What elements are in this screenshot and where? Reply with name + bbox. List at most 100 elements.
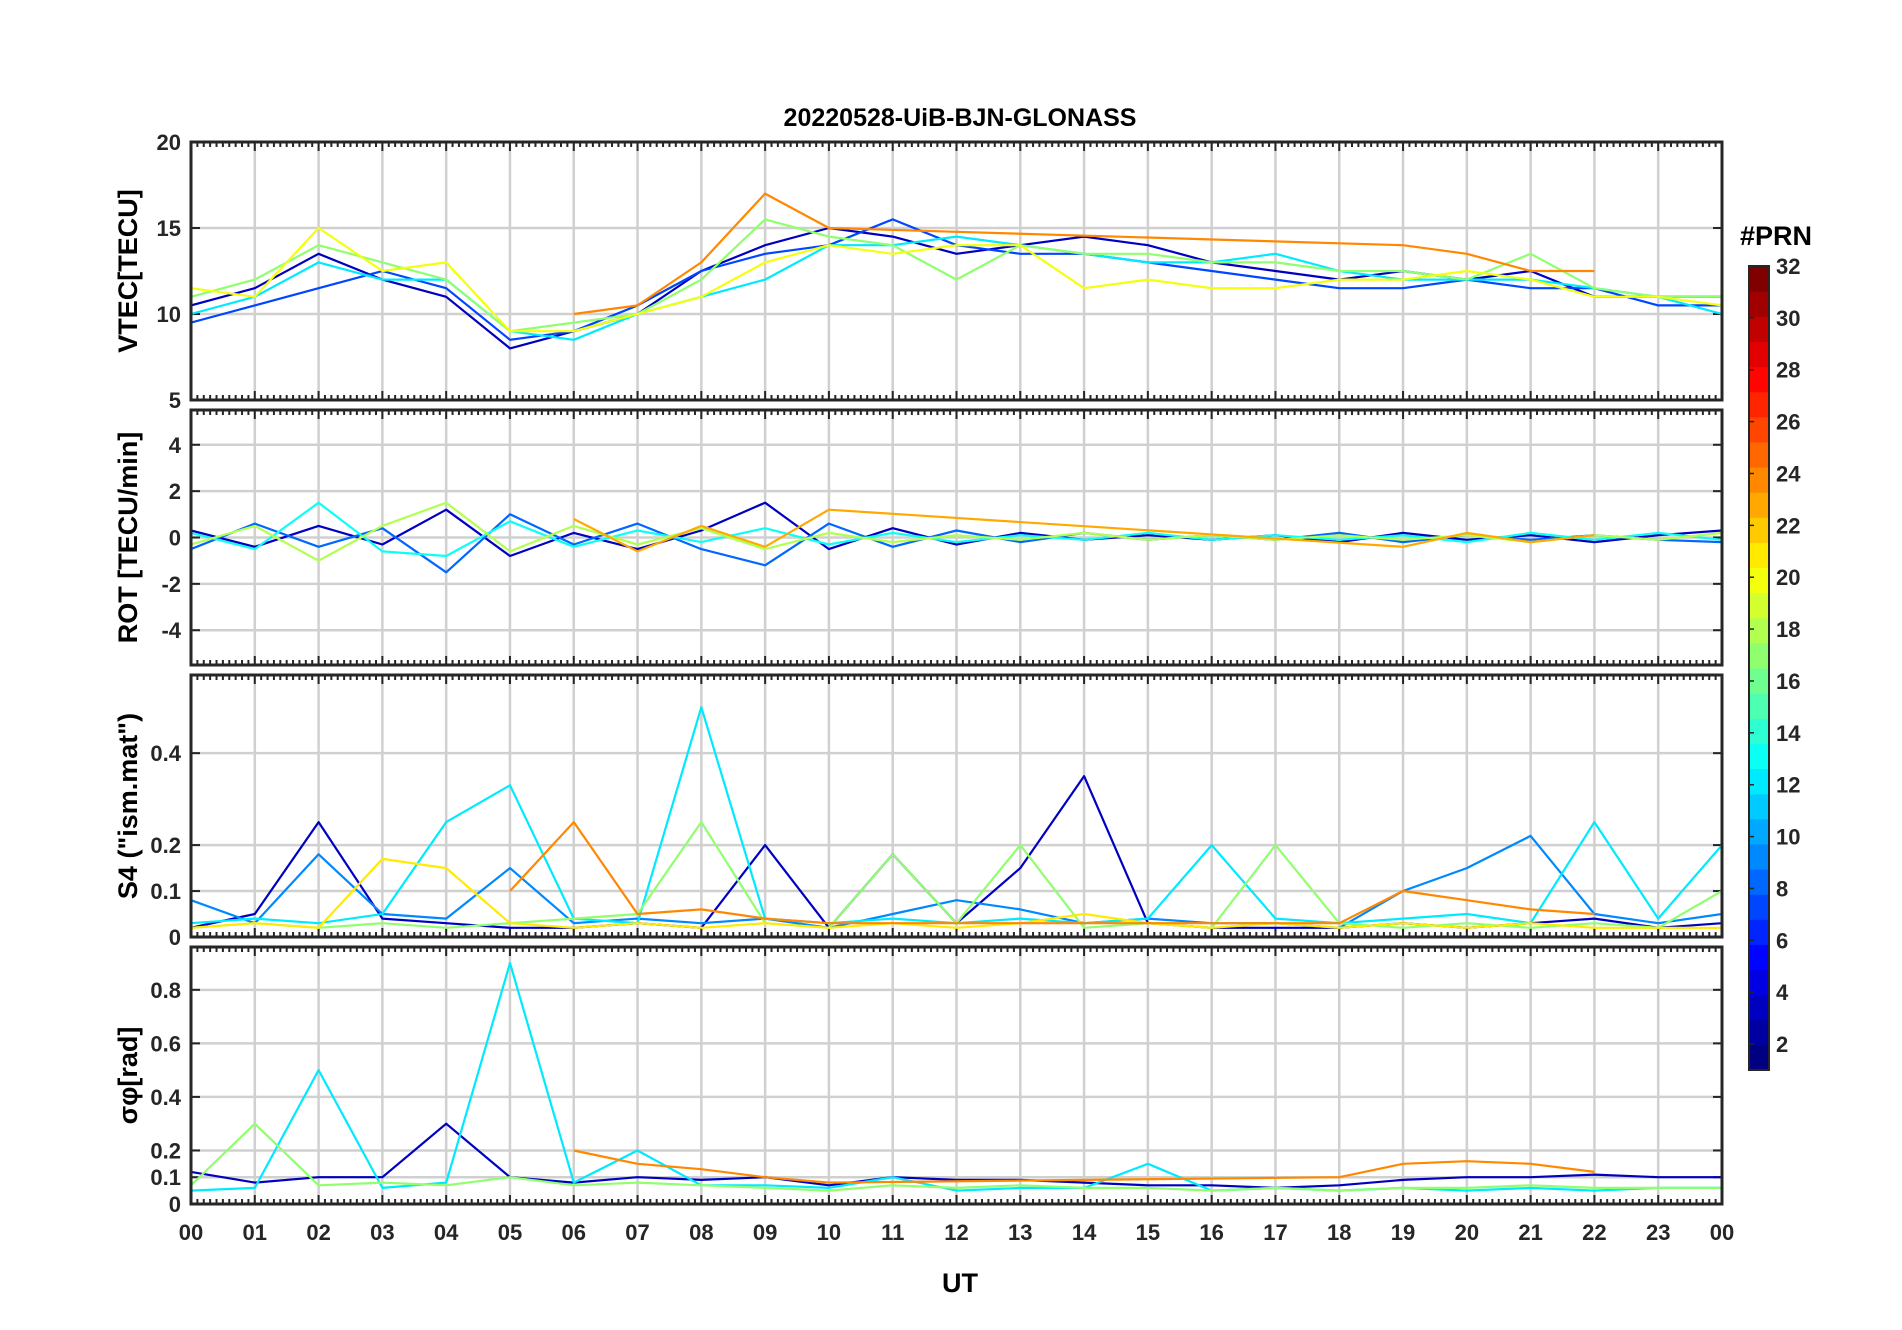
- y-tick-label: 0.1: [150, 1165, 181, 1190]
- x-tick-label: 22: [1582, 1220, 1606, 1245]
- colorbar-segment: [1749, 693, 1769, 719]
- y-tick-label: 0.2: [150, 1138, 181, 1163]
- colorbar-segment: [1749, 441, 1769, 468]
- colorbar-segment: [1749, 467, 1769, 493]
- x-tick-label: 04: [434, 1220, 459, 1245]
- y-tick-label: -4: [161, 618, 181, 643]
- colorbar-segment: [1749, 793, 1769, 820]
- chart-title: 20220528-UiB-BJN-GLONASS: [784, 104, 1137, 132]
- series-prn-3: [191, 1122, 1722, 1190]
- series-group-rot: [191, 501, 1722, 574]
- x-tick-label: 00: [1710, 1220, 1734, 1245]
- colorbar-tick-label: 8: [1776, 876, 1788, 901]
- colorbar-segment: [1749, 416, 1769, 443]
- colorbar-segment: [1749, 718, 1769, 744]
- colorbar-tick-label: 20: [1776, 565, 1800, 590]
- colorbar-segment: [1749, 492, 1769, 518]
- colorbar-segment: [1749, 768, 1769, 795]
- series-prn-18: [191, 501, 1722, 562]
- x-tick-label: 07: [625, 1220, 649, 1245]
- y-tick-label: 10: [157, 302, 181, 327]
- y-axis-label-sigma_phi: σφ[rad]: [113, 1027, 143, 1125]
- series-prn-17: [191, 1122, 1722, 1192]
- x-tick-label: 10: [817, 1220, 841, 1245]
- colorbar-segment: [1749, 266, 1769, 292]
- y-tick-label: 0.8: [150, 978, 181, 1003]
- x-tick-label: 20: [1455, 1220, 1479, 1245]
- x-tick-label: 23: [1646, 1220, 1670, 1245]
- x-axis: 00 01 02 03 04 05 06 07 08 09 10 11 12 13 14 15 16 17 18 19…: [179, 1220, 1734, 1245]
- panel-vtec: 5 10 15 20 VTEC[TECU]: [113, 130, 1724, 413]
- x-tick-label: 18: [1327, 1220, 1351, 1245]
- colorbar-segment: [1749, 542, 1769, 569]
- colorbar-segment: [1749, 291, 1769, 317]
- colorbar-tick-label: 18: [1776, 617, 1800, 642]
- series-prn-21: [191, 857, 1722, 929]
- colorbar-tick-label: 10: [1776, 825, 1800, 850]
- x-tick-label: 19: [1391, 1220, 1415, 1245]
- x-tick-label: 17: [1263, 1220, 1287, 1245]
- colorbar-tick-label: 22: [1776, 513, 1800, 538]
- colorbar-segment: [1749, 969, 1769, 996]
- colorbar-segment: [1749, 919, 1769, 945]
- y-tick-label: 20: [157, 130, 181, 155]
- colorbar-tick-label: 2: [1776, 1032, 1788, 1057]
- series-prn-13: [191, 501, 1722, 558]
- y-tick-label: 15: [157, 216, 181, 241]
- colorbar-tick-label: 14: [1776, 721, 1801, 746]
- series-prn-24: [573, 1149, 1595, 1184]
- y-tick-label: 0.1: [150, 879, 181, 904]
- panel-rot: -4 -2 0 2 4 ROT [TECU/min]: [113, 408, 1724, 667]
- x-tick-label: 05: [498, 1220, 522, 1245]
- x-tick-label: 00: [179, 1220, 203, 1245]
- colorbar-segment: [1749, 1044, 1769, 1071]
- colorbar-tick-label: 16: [1776, 669, 1800, 694]
- y-axis-label-vtec: VTEC[TECU]: [113, 189, 143, 353]
- panel-sigma_phi: 00.10.2 0.4 0.6 0.8 σφ[rad]: [113, 945, 1724, 1217]
- y-tick-label: 0.6: [150, 1031, 181, 1056]
- colorbar-segment: [1749, 894, 1769, 920]
- series-prn-24: [573, 192, 1595, 316]
- series-group-s4: [191, 706, 1722, 929]
- colorbar-segment: [1749, 567, 1769, 594]
- series-prn-23: [573, 508, 1595, 553]
- y-tick-label: 0.4: [150, 741, 181, 766]
- x-tick-label: 06: [562, 1220, 586, 1245]
- colorbar-segment: [1749, 668, 1769, 694]
- x-tick-label: 21: [1518, 1220, 1542, 1245]
- colorbar-tick-label: 30: [1776, 306, 1800, 331]
- colorbar-tick-label: 4: [1776, 980, 1789, 1005]
- y-tick-label: 0: [169, 1192, 181, 1217]
- x-tick-label: 16: [1199, 1220, 1223, 1245]
- y-axis-label-rot: ROT [TECU/min]: [113, 432, 143, 643]
- colorbar-segment: [1749, 843, 1769, 870]
- y-tick-label: 5: [169, 388, 181, 413]
- colorbar-segment: [1749, 592, 1769, 619]
- x-tick-label: 13: [1008, 1220, 1032, 1245]
- series-prn-12: [191, 961, 1722, 1192]
- series-prn-20: [191, 226, 1722, 333]
- panel-s4: 0 0.1 0.2 0.4 S4 ("ism.mat"): [113, 673, 1724, 950]
- colorbar-segment: [1749, 944, 1769, 971]
- y-tick-label: 2: [169, 479, 181, 504]
- series-prn-3: [191, 501, 1722, 558]
- colorbar-tick-label: 24: [1776, 461, 1801, 486]
- colorbar-frame: [1748, 265, 1770, 1071]
- x-tick-label: 08: [689, 1220, 713, 1245]
- colorbar-segment: [1749, 316, 1769, 342]
- series-prn-24: [509, 820, 1595, 925]
- colorbar-segment: [1749, 1019, 1769, 1046]
- colorbar-tick-label: 6: [1776, 928, 1788, 953]
- x-tick-label: 09: [753, 1220, 777, 1245]
- y-tick-label: -2: [161, 572, 181, 597]
- colorbar-segment: [1749, 994, 1769, 1021]
- y-tick-label: 0.2: [150, 833, 181, 858]
- y-tick-label: 0: [169, 925, 181, 950]
- panel-frame: [189, 945, 1724, 1206]
- colorbar-label: #PRN: [1740, 221, 1812, 251]
- x-tick-label: 01: [243, 1220, 267, 1245]
- colorbar-tick-label: 28: [1776, 358, 1800, 383]
- colorbar-segment: [1749, 869, 1769, 895]
